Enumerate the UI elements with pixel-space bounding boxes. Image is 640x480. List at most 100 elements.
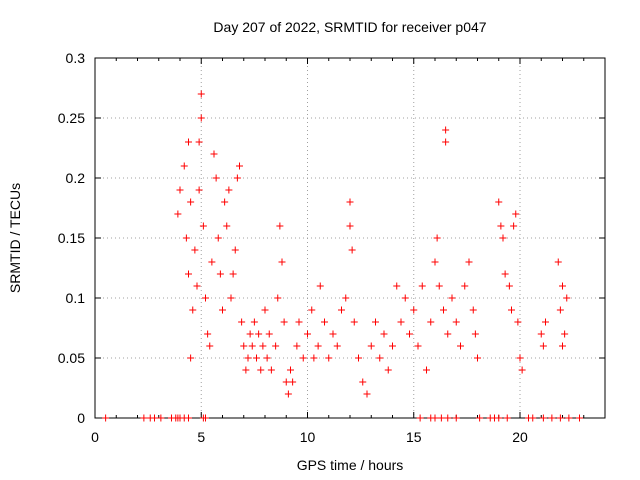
data-point: [469, 306, 477, 314]
data-point: [333, 342, 341, 350]
data-point: [410, 306, 418, 314]
data-point: [444, 414, 452, 422]
data-point: [253, 354, 260, 362]
data-point: [393, 282, 401, 290]
y-tick-label: 0.15: [58, 230, 85, 246]
data-point: [208, 258, 216, 266]
data-point: [233, 174, 241, 182]
data-point: [508, 306, 515, 314]
data-point: [310, 354, 318, 362]
data-point: [304, 330, 311, 338]
data-point: [442, 126, 450, 134]
data-point: [246, 330, 254, 338]
data-point: [185, 138, 192, 146]
data-point: [197, 114, 205, 122]
data-point: [495, 414, 503, 422]
data-point: [563, 294, 571, 302]
data-point: [427, 318, 435, 326]
data-point: [189, 306, 197, 314]
data-point: [367, 342, 375, 350]
data-point: [497, 222, 505, 230]
data-point: [338, 306, 345, 314]
data-point: [204, 330, 212, 338]
data-point: [503, 414, 511, 422]
data-point: [372, 318, 379, 326]
data-point: [440, 306, 447, 314]
data-point: [559, 282, 566, 290]
data-point: [329, 330, 337, 338]
data-point: [397, 318, 405, 326]
data-point: [471, 330, 479, 338]
data-point: [187, 354, 195, 362]
data-point: [206, 342, 214, 350]
data-point: [102, 414, 110, 422]
x-tick-label: 0: [91, 429, 99, 445]
data-point: [257, 366, 265, 374]
data-point: [238, 318, 246, 326]
data-point: [308, 306, 316, 314]
data-point: [272, 342, 280, 350]
data-point: [435, 282, 443, 290]
data-point: [380, 330, 388, 338]
data-point: [293, 342, 301, 350]
data-point: [255, 330, 263, 338]
y-tick-label: 0.3: [66, 50, 86, 66]
data-point: [263, 354, 271, 362]
data-point: [180, 162, 188, 170]
y-axis-label: SRMTID / TECUs: [7, 183, 23, 293]
data-point: [433, 234, 441, 242]
data-point: [518, 366, 526, 374]
data-point: [537, 330, 545, 338]
data-point: [236, 162, 243, 170]
data-point: [202, 414, 209, 422]
data-point: [195, 186, 203, 194]
data-point: [314, 342, 322, 350]
data-point: [539, 414, 547, 422]
data-point: [414, 342, 422, 350]
data-point: [185, 414, 192, 422]
data-point: [157, 414, 165, 422]
data-point: [250, 318, 258, 326]
grid: [95, 58, 605, 418]
data-point: [210, 150, 218, 158]
x-tick-label: 5: [197, 429, 205, 445]
data-point: [505, 282, 513, 290]
y-tick-label: 0.05: [58, 350, 85, 366]
data-point: [316, 282, 324, 290]
data-point: [346, 222, 354, 230]
y-axis: 0 0.05 0.1 0.15 0.2 0.25 0.3: [58, 50, 605, 426]
data-point: [444, 330, 452, 338]
data-point: [223, 222, 231, 230]
data-point: [295, 318, 303, 326]
data-point: [554, 258, 562, 266]
data-point: [227, 294, 235, 302]
data-point: [280, 318, 288, 326]
data-point: [350, 318, 358, 326]
data-point: [348, 246, 356, 254]
data-point: [359, 378, 367, 386]
data-point: [542, 318, 549, 326]
data-point: [431, 258, 439, 266]
data-point: [259, 342, 267, 350]
data-point: [418, 282, 426, 290]
data-point: [384, 366, 392, 374]
data-point: [202, 294, 209, 302]
data-point: [325, 354, 333, 362]
data-point: [225, 186, 233, 194]
data-point: [363, 390, 371, 398]
data-point: [244, 354, 252, 362]
data-point: [267, 366, 275, 374]
data-point: [461, 282, 469, 290]
data-point: [556, 306, 564, 314]
data-point: [284, 390, 292, 398]
data-point: [242, 366, 250, 374]
data-point: [448, 294, 456, 302]
data-point: [287, 366, 294, 374]
data-point: [193, 282, 201, 290]
data-point: [442, 138, 450, 146]
data-point: [406, 330, 413, 338]
data-point: [474, 354, 481, 362]
data-point: [495, 198, 503, 206]
data-point: [299, 354, 307, 362]
